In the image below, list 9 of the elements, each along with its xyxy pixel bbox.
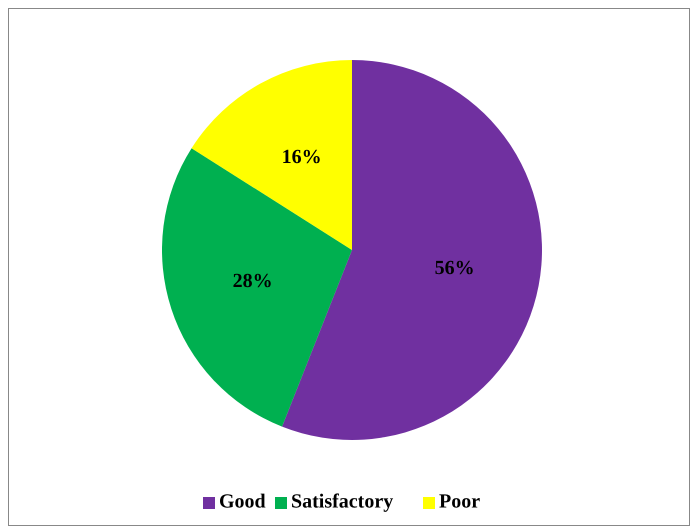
pie-slice <box>192 60 352 250</box>
pie-slice <box>162 148 352 427</box>
data-label: 28% <box>232 270 273 292</box>
data-label: 16% <box>282 146 322 168</box>
pie-slice <box>282 60 542 440</box>
legend-label: Good <box>219 490 266 513</box>
data-label: 56% <box>434 257 475 280</box>
legend-label: Poor <box>439 490 480 513</box>
legend-label: Satisfactory <box>291 490 394 513</box>
